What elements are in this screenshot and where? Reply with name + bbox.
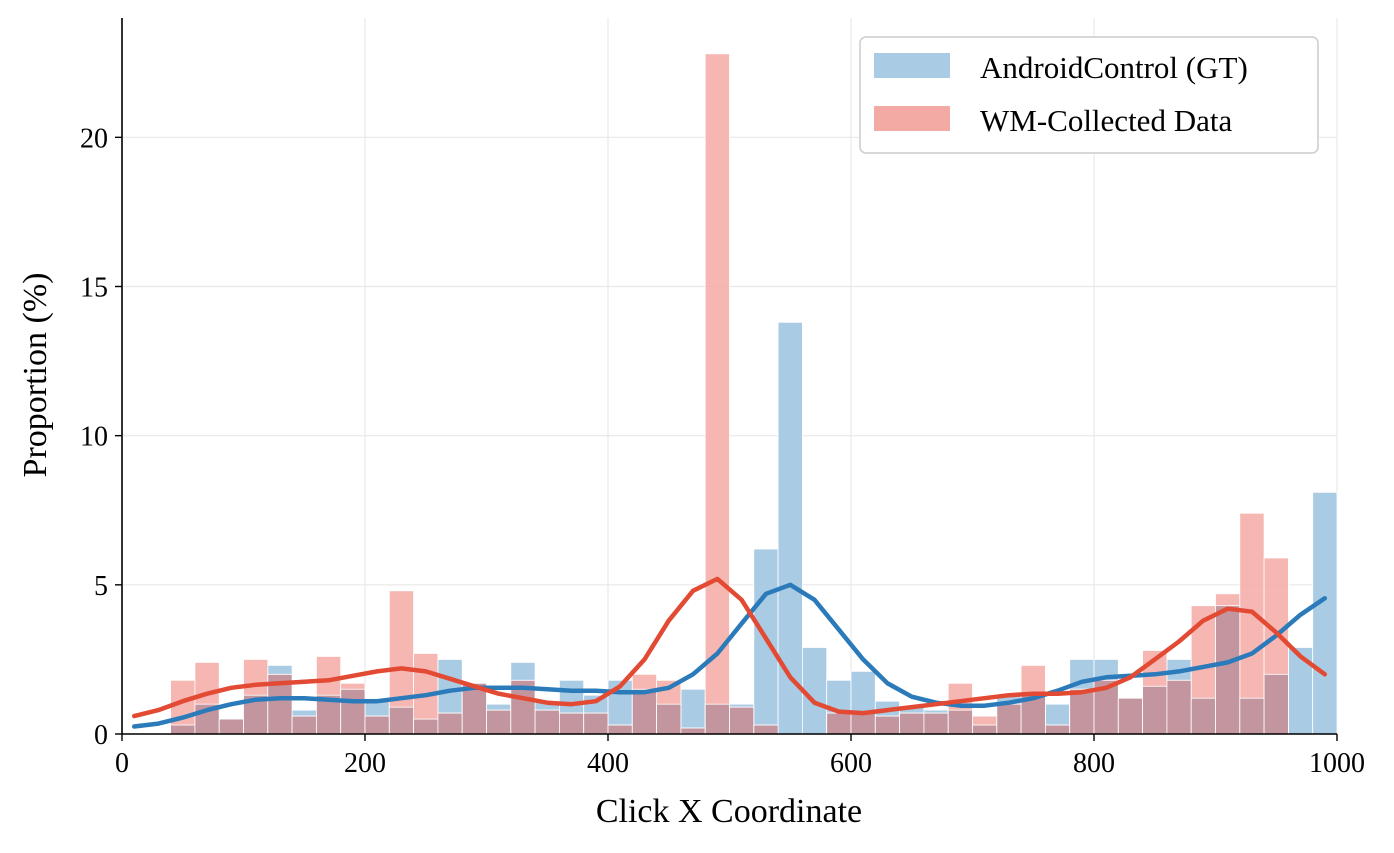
- x-tick-label-5: 1000: [1309, 748, 1365, 779]
- density-curves: [131, 576, 1328, 729]
- androidcontrol-bar-23: [680, 688, 706, 735]
- androidcontrol-density-line: [131, 582, 1328, 729]
- y-tick-label-1: 5: [94, 571, 108, 602]
- y-tick-label-3: 15: [80, 273, 108, 304]
- overlap-bar-4: [218, 718, 244, 735]
- overlap-bar-41: [1117, 697, 1144, 735]
- y-axis-label: Proportion (%): [17, 273, 54, 478]
- legend-frame: [859, 36, 1319, 154]
- x-tick-label-1: 200: [344, 748, 386, 779]
- y-tick-label-4: 20: [80, 123, 108, 154]
- overlap-bar-47: [1263, 673, 1289, 735]
- overlap-bar-9: [340, 688, 366, 735]
- overlap-bar-12: [413, 718, 439, 735]
- overlap-bar-15: [486, 709, 512, 735]
- overlap-bar-44: [1190, 697, 1216, 735]
- legend-swatch-androidcontrol: [874, 53, 950, 78]
- overlap-bar-26: [753, 724, 779, 735]
- x-tick-label-0: 0: [115, 748, 129, 779]
- overlap-bar-34: [947, 709, 973, 735]
- androidcontrol-bar-27: [777, 321, 803, 735]
- overlap-bar-32: [899, 712, 925, 735]
- overlap-bar-20: [607, 724, 633, 735]
- x-tick-label-4: 800: [1073, 748, 1115, 779]
- overlap-bar-18: [559, 712, 585, 735]
- overlap-bar-13: [437, 712, 463, 735]
- overlap-bar-35: [972, 724, 998, 735]
- androidcontrol-bar-49: [1312, 491, 1338, 735]
- legend-label-androidcontrol: AndroidControl (GT): [980, 50, 1248, 85]
- overlap-bar-23: [680, 727, 706, 735]
- overlap-bar-39: [1069, 688, 1095, 735]
- legend-swatch-wm-collected: [874, 106, 950, 131]
- overlap-bar-7: [291, 715, 317, 735]
- overlap-bar-17: [534, 709, 560, 735]
- overlap-bar-42: [1142, 685, 1168, 735]
- x-tick-label-2: 400: [587, 748, 629, 779]
- x-axis-label: Click X Coordinate: [596, 793, 862, 830]
- overlap-bar-11: [388, 706, 414, 735]
- legend: AndroidControl (GT) WM-Collected Data: [859, 36, 1319, 154]
- axes: [115, 18, 1338, 741]
- overlap-bar-43: [1166, 679, 1192, 735]
- y-tick-label-2: 10: [80, 422, 108, 453]
- overlap-bar-31: [874, 715, 900, 735]
- overlap-bar-38: [1045, 724, 1071, 735]
- overlap-bar-22: [656, 703, 682, 735]
- wm-collected-bar-24: [704, 53, 730, 735]
- overlap-bar-21: [631, 688, 657, 735]
- tick-labels: 0 200 400 600 800 1000 0 5 10 15 20: [80, 123, 1365, 779]
- overlap-bar-10: [364, 715, 390, 735]
- legend-label-wm-collected: WM-Collected Data: [980, 103, 1232, 138]
- overlap-bar-25: [729, 706, 755, 735]
- wm-collected-density-line: [131, 576, 1328, 719]
- overlap-bar-33: [923, 712, 949, 735]
- overlap-bar-2: [170, 724, 196, 735]
- overlap-bar-19: [583, 712, 609, 735]
- histogram-bars: [170, 53, 1338, 735]
- overlap-bar-24: [704, 703, 730, 735]
- overlap-bar-36: [996, 703, 1022, 735]
- x-tick-label-3: 600: [830, 748, 872, 779]
- overlap-bar-29: [826, 712, 852, 735]
- y-tick-label-0: 0: [94, 720, 108, 751]
- overlap-bar-45: [1215, 605, 1241, 735]
- overlap-bar-46: [1239, 697, 1265, 735]
- overlap-bar-30: [850, 712, 876, 735]
